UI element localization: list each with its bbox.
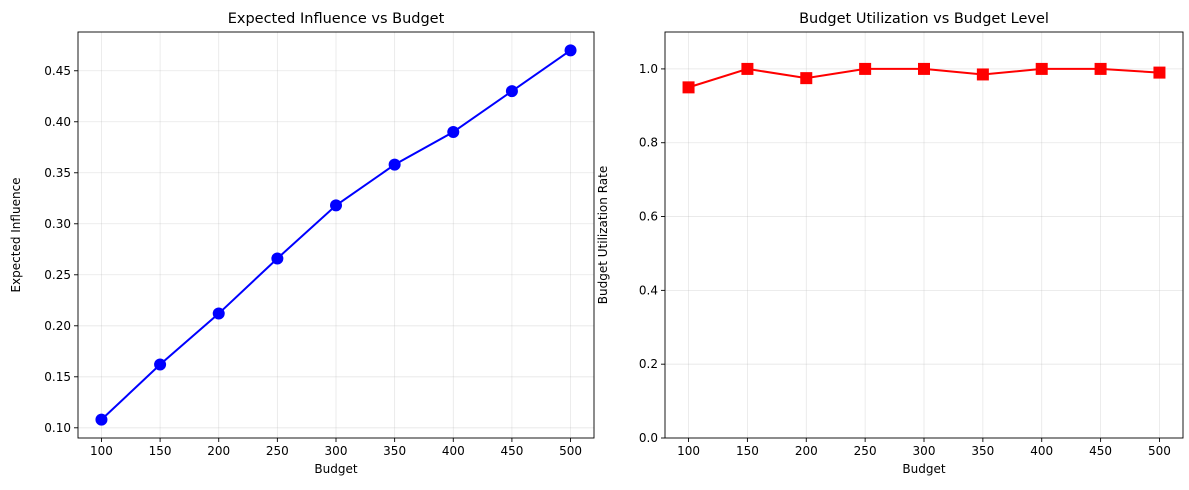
data-point bbox=[800, 72, 813, 85]
y-tick-label: 0.4 bbox=[639, 283, 658, 297]
data-point bbox=[682, 81, 695, 94]
y-tick-label: 0.8 bbox=[639, 136, 658, 150]
y-axis-label: Expected Influence bbox=[9, 177, 23, 292]
y-tick-label: 1.0 bbox=[639, 62, 658, 76]
x-tick-label: 300 bbox=[913, 444, 936, 458]
data-point bbox=[154, 358, 167, 371]
data-point bbox=[859, 62, 872, 75]
y-tick-label: 0.35 bbox=[44, 166, 71, 180]
x-tick-label: 450 bbox=[1089, 444, 1112, 458]
x-tick-label: 400 bbox=[1030, 444, 1053, 458]
y-tick-label: 0.45 bbox=[44, 64, 71, 78]
data-point bbox=[918, 62, 930, 75]
y-tick-label: 0.15 bbox=[44, 370, 71, 384]
x-tick-label: 350 bbox=[971, 444, 994, 458]
chart-panel-1: 100 150 200 250 300 350 400 450 500 0.10 0.15 0.20 0… bbox=[9, 11, 595, 476]
x-tick-label: 500 bbox=[1148, 444, 1171, 458]
data-point bbox=[447, 125, 460, 138]
x-tick-label: 250 bbox=[854, 444, 877, 458]
x-tick-label: 500 bbox=[559, 444, 582, 458]
y-tick-label: 0.30 bbox=[44, 217, 71, 231]
y-tick-label: 0.25 bbox=[44, 268, 71, 282]
y-tick-label: 0.6 bbox=[639, 210, 658, 224]
x-tick-label: 450 bbox=[500, 444, 523, 458]
x-tick-label: 250 bbox=[266, 444, 289, 458]
y-axis-label: Budget Utilization Rate bbox=[596, 166, 610, 304]
data-point bbox=[388, 158, 401, 171]
plot-frame bbox=[77, 31, 595, 439]
data-point bbox=[271, 252, 284, 265]
data-point bbox=[1153, 66, 1166, 79]
data-point bbox=[741, 62, 754, 75]
data-point bbox=[976, 68, 989, 81]
data-point bbox=[1094, 62, 1107, 75]
y-tick-label: 0.10 bbox=[44, 421, 71, 435]
x-tick-label: 100 bbox=[677, 444, 700, 458]
plot-frame bbox=[664, 31, 1184, 439]
x-tick-label: 350 bbox=[383, 444, 406, 458]
data-point bbox=[330, 199, 342, 212]
x-tick-label: 100 bbox=[90, 444, 113, 458]
y-tick-label: 0.0 bbox=[639, 431, 658, 445]
x-axis-label: Budget bbox=[314, 462, 357, 476]
x-tick-label: 200 bbox=[207, 444, 230, 458]
y-tick-label: 0.2 bbox=[639, 357, 658, 371]
y-tick-label: 0.20 bbox=[44, 319, 71, 333]
data-point bbox=[212, 307, 225, 320]
x-tick-label: 200 bbox=[795, 444, 818, 458]
chart-title: Budget Utilization vs Budget Level bbox=[799, 11, 1049, 27]
data-point bbox=[564, 44, 577, 57]
y-tick-label: 0.40 bbox=[44, 115, 71, 129]
x-tick-label: 400 bbox=[442, 444, 465, 458]
data-point bbox=[1035, 62, 1048, 75]
data-point bbox=[505, 85, 518, 98]
chart-title: Expected Influence vs Budget bbox=[228, 11, 445, 27]
x-tick-label: 300 bbox=[325, 444, 348, 458]
data-point bbox=[95, 413, 108, 426]
x-tick-label: 150 bbox=[149, 444, 172, 458]
chart-panel-2: 100 150 200 250 300 350 400 450 500 0.0 0.2 0.4 0.6 0… bbox=[596, 11, 1184, 476]
x-axis-label: Budget bbox=[902, 462, 945, 476]
x-tick-label: 150 bbox=[736, 444, 759, 458]
